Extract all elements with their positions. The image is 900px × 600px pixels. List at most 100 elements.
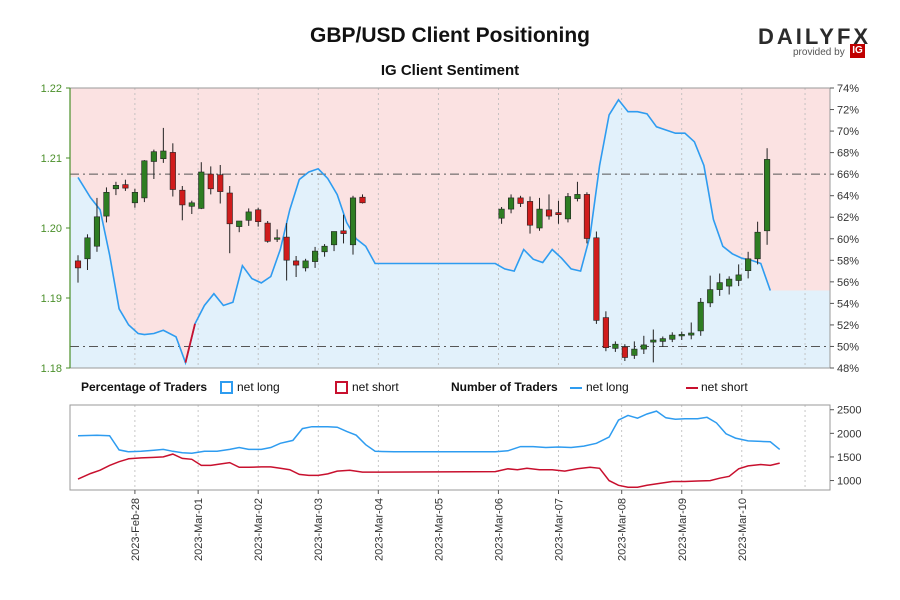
candle-body xyxy=(217,174,224,192)
candle-body xyxy=(754,231,761,260)
candle-body xyxy=(340,230,347,234)
percent-tick-label: 72% xyxy=(837,105,859,117)
candle-body xyxy=(688,332,695,336)
date-tick-label: 2023-Mar-10 xyxy=(737,498,749,561)
candle-body xyxy=(612,343,619,349)
percent-tick-label: 66% xyxy=(837,169,859,181)
net-short-pct-line xyxy=(184,323,196,363)
candle-body xyxy=(650,339,657,343)
candle-body xyxy=(735,274,742,281)
candle-body xyxy=(536,208,543,229)
legend-percentage-title: Percentage of Traders xyxy=(81,380,208,394)
candle-body xyxy=(293,260,300,266)
candle-body xyxy=(188,202,195,207)
candle-body xyxy=(602,317,609,349)
percent-tick-label: 62% xyxy=(837,212,859,224)
candle-body xyxy=(498,208,505,219)
brand-provided-by: provided by xyxy=(793,47,845,58)
candle-body xyxy=(583,194,590,239)
candle-body xyxy=(103,192,110,217)
percent-tick-label: 70% xyxy=(837,126,859,138)
traders-tick-label: 2500 xyxy=(837,405,861,417)
candle-body xyxy=(593,237,600,321)
legend-num-long-swatch xyxy=(570,387,582,389)
percent-tick-label: 52% xyxy=(837,320,859,332)
candle-body xyxy=(207,173,214,190)
date-tick-label: 2023-Mar-06 xyxy=(493,498,505,561)
lower-plot-frame xyxy=(69,404,831,491)
candle-body xyxy=(93,216,101,247)
date-tick-label: 2023-Mar-09 xyxy=(677,498,689,561)
candle-body xyxy=(659,338,666,342)
net-long-pct-line xyxy=(77,98,772,366)
candle-body xyxy=(564,196,572,220)
price-tick-label: 1.19 xyxy=(41,293,62,305)
candle-body xyxy=(169,152,176,190)
ig-logo: IG xyxy=(850,44,865,58)
candle-body xyxy=(150,151,157,162)
candle-body xyxy=(321,245,328,253)
candle-body xyxy=(669,334,676,340)
date-tick-label: 2023-Mar-08 xyxy=(617,498,629,561)
date-tick-label: 2023-Mar-02 xyxy=(253,498,265,561)
legend-pct-short-swatch xyxy=(335,381,348,394)
traders-tick-label: 1000 xyxy=(837,476,861,488)
date-tick-label: 2023-Mar-03 xyxy=(313,498,325,561)
candle-body xyxy=(555,212,562,216)
traders-net-long-line xyxy=(77,410,781,454)
candle-body xyxy=(545,209,553,217)
traders-tick-label: 2000 xyxy=(837,428,861,440)
date-tick-label: 2023-Mar-05 xyxy=(433,498,445,561)
dailyfx-logo: DAILYFX xyxy=(758,24,872,49)
percent-tick-label: 60% xyxy=(837,234,859,246)
legend-pct-short-label: net short xyxy=(352,380,399,394)
percent-tick-label: 58% xyxy=(837,255,859,267)
candle-body xyxy=(716,282,723,290)
candle-body xyxy=(312,250,319,262)
net-short-area xyxy=(70,88,830,363)
candle-body xyxy=(84,237,91,260)
legend-pct-long-label: net long xyxy=(237,380,280,394)
percent-tick-label: 56% xyxy=(837,277,859,289)
candle-body xyxy=(640,344,647,350)
candle-body xyxy=(697,301,704,332)
chart-subtitle: IG Client Sentiment xyxy=(380,62,520,79)
candle-body xyxy=(274,237,281,240)
candle-body xyxy=(112,185,119,190)
percent-tick-label: 50% xyxy=(837,341,859,353)
candle-body xyxy=(330,231,338,246)
price-tick-label: 1.22 xyxy=(41,83,62,95)
date-tick-label: 2023-Mar-07 xyxy=(553,498,565,561)
legend-num-long-label: net long xyxy=(586,380,629,394)
candle-body xyxy=(621,346,628,358)
traders-net-short-line xyxy=(77,453,780,488)
candle-body xyxy=(264,222,271,242)
net-long-area xyxy=(70,99,830,369)
legend-num-short-swatch xyxy=(686,387,698,389)
candle-body xyxy=(122,184,129,189)
candle-body xyxy=(678,334,685,337)
legend-number-title: Number of Traders xyxy=(451,380,558,394)
candle-body xyxy=(764,159,771,232)
candle-body xyxy=(745,258,752,271)
date-tick-label: 2023-Mar-04 xyxy=(373,498,385,561)
date-tick-label: 2023-Feb-28 xyxy=(130,498,142,561)
candle-body xyxy=(141,160,148,199)
legend-num-short-label: net short xyxy=(701,380,748,394)
price-tick-label: 1.20 xyxy=(41,223,62,235)
candle-body xyxy=(526,201,534,226)
percent-tick-label: 74% xyxy=(837,83,859,95)
candle-body xyxy=(726,278,733,287)
price-tick-label: 1.21 xyxy=(41,153,62,165)
candle-body xyxy=(359,196,366,204)
candle-body xyxy=(707,289,714,304)
candle-body xyxy=(236,220,243,227)
percent-tick-label: 68% xyxy=(837,148,859,160)
candle-body xyxy=(631,348,638,356)
chart-title: GBP/USD Client Positioning xyxy=(309,24,590,47)
date-tick-label: 2023-Mar-01 xyxy=(193,498,205,561)
candle-body xyxy=(508,197,515,210)
candle-body xyxy=(131,192,138,204)
percent-tick-label: 54% xyxy=(837,298,859,310)
